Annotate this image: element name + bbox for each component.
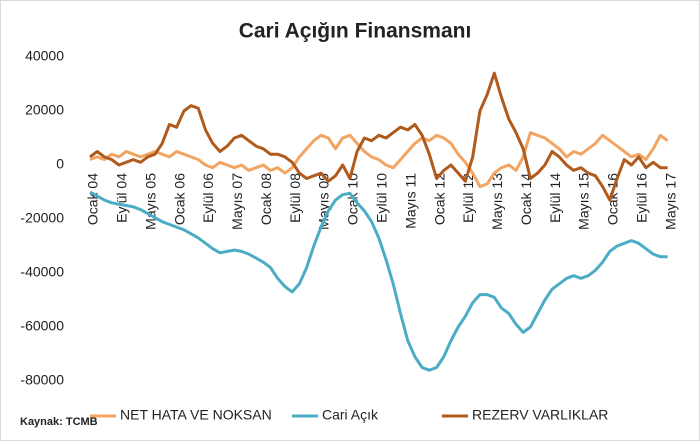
x-tick-label: Mayıs 05 <box>142 173 158 230</box>
y-tick-label: -60000 <box>20 318 64 334</box>
x-tick-label: Mayıs 11 <box>402 173 418 229</box>
x-tick-label: Ocak 16 <box>605 173 621 225</box>
legend-label: Cari Açık <box>322 407 379 423</box>
x-tick-label: Mayıs 07 <box>229 173 245 230</box>
y-tick-label: -40000 <box>20 264 64 280</box>
x-tick-label: Mayıs 15 <box>576 173 592 230</box>
x-tick-label: Eylül 12 <box>460 173 476 223</box>
legend-label: REZERV VARLIKLAR <box>472 407 608 423</box>
x-tick-label: Eylül 10 <box>374 173 390 223</box>
y-tick-label: 40000 <box>25 48 64 64</box>
y-tick-label: -20000 <box>20 210 64 226</box>
x-tick-label: Ocak 08 <box>258 173 274 225</box>
x-tick-label: Mayıs 17 <box>662 173 678 230</box>
x-tick-label: Eylül 04 <box>114 173 130 223</box>
series-line <box>89 71 668 202</box>
x-tick-label: Mayıs 13 <box>489 173 505 230</box>
series-line <box>89 190 668 372</box>
x-tick-label: Eylül 06 <box>200 173 216 223</box>
legend-label: NET HATA VE NOKSAN <box>120 407 272 423</box>
x-tick-label: Eylül 08 <box>287 173 303 223</box>
x-tick-label: Ocak 14 <box>518 173 534 225</box>
x-tick-label: Ocak 12 <box>431 173 447 225</box>
y-tick-label: -80000 <box>20 372 64 388</box>
x-tick-label: Ocak 04 <box>85 173 101 225</box>
y-tick-label: 0 <box>56 156 64 172</box>
series-line <box>89 131 669 189</box>
x-tick-label: Eylül 14 <box>547 173 563 223</box>
x-tick-label: Eylül 16 <box>633 173 649 223</box>
chart-title: Cari Açığın Finansmanı <box>239 20 472 43</box>
y-tick-label: 20000 <box>25 102 64 118</box>
x-tick-label: Ocak 06 <box>171 173 187 225</box>
source: Kaynak: TCMB <box>20 416 98 428</box>
